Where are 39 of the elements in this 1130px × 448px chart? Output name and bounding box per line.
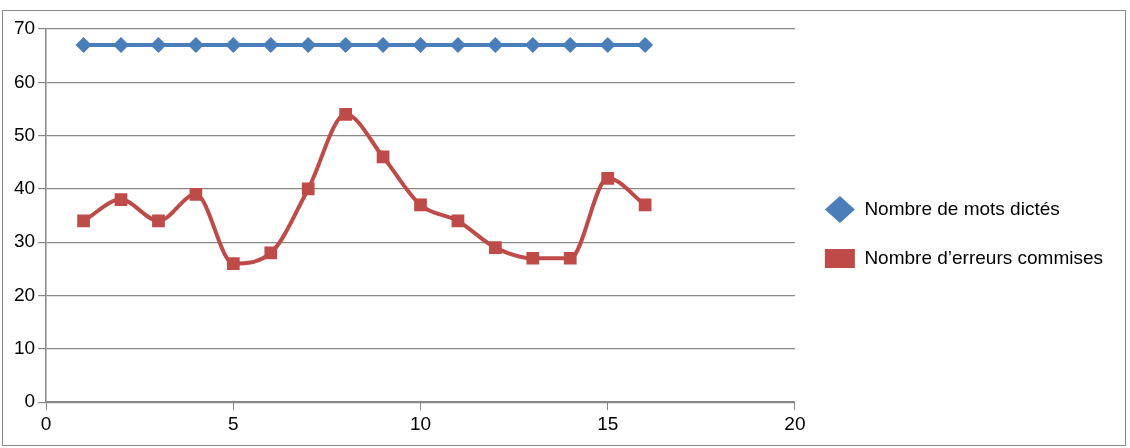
y-tick-label: 30	[13, 230, 36, 252]
point	[301, 182, 315, 196]
point	[637, 36, 654, 53]
point	[638, 198, 652, 212]
point	[414, 198, 427, 212]
legend-label: Nombre d’erreurs commises	[864, 246, 1104, 268]
point	[563, 251, 577, 265]
point	[150, 36, 167, 53]
point	[189, 187, 203, 201]
point	[264, 246, 278, 260]
point	[412, 36, 429, 53]
point	[562, 36, 579, 53]
y-tick-label: 0	[24, 390, 36, 412]
point	[77, 214, 90, 228]
point	[75, 36, 92, 53]
point	[225, 36, 242, 53]
point	[337, 36, 354, 53]
point	[262, 36, 279, 53]
point	[601, 171, 615, 185]
x-tick-label: 10	[409, 412, 432, 434]
y-tick-label: 70	[13, 17, 36, 39]
legend-label: Nombre de mots dictés	[864, 197, 1060, 219]
point	[487, 36, 504, 53]
y-tick-label: 60	[13, 70, 36, 92]
x-tick-label: 5	[228, 412, 239, 434]
y-tick-label: 10	[13, 337, 36, 359]
point	[599, 36, 616, 53]
y-tick-label: 40	[13, 177, 36, 199]
point	[526, 251, 540, 265]
x-tick-label: 0	[40, 412, 52, 434]
point	[226, 257, 240, 270]
point	[114, 193, 128, 206]
y-tick-label: 50	[13, 123, 36, 145]
x-tick-label: 20	[784, 412, 806, 434]
point	[339, 107, 352, 121]
point	[152, 214, 165, 228]
x-tick-label: 15	[597, 412, 619, 434]
point	[489, 241, 502, 254]
y-tick-label: 20	[13, 283, 36, 305]
